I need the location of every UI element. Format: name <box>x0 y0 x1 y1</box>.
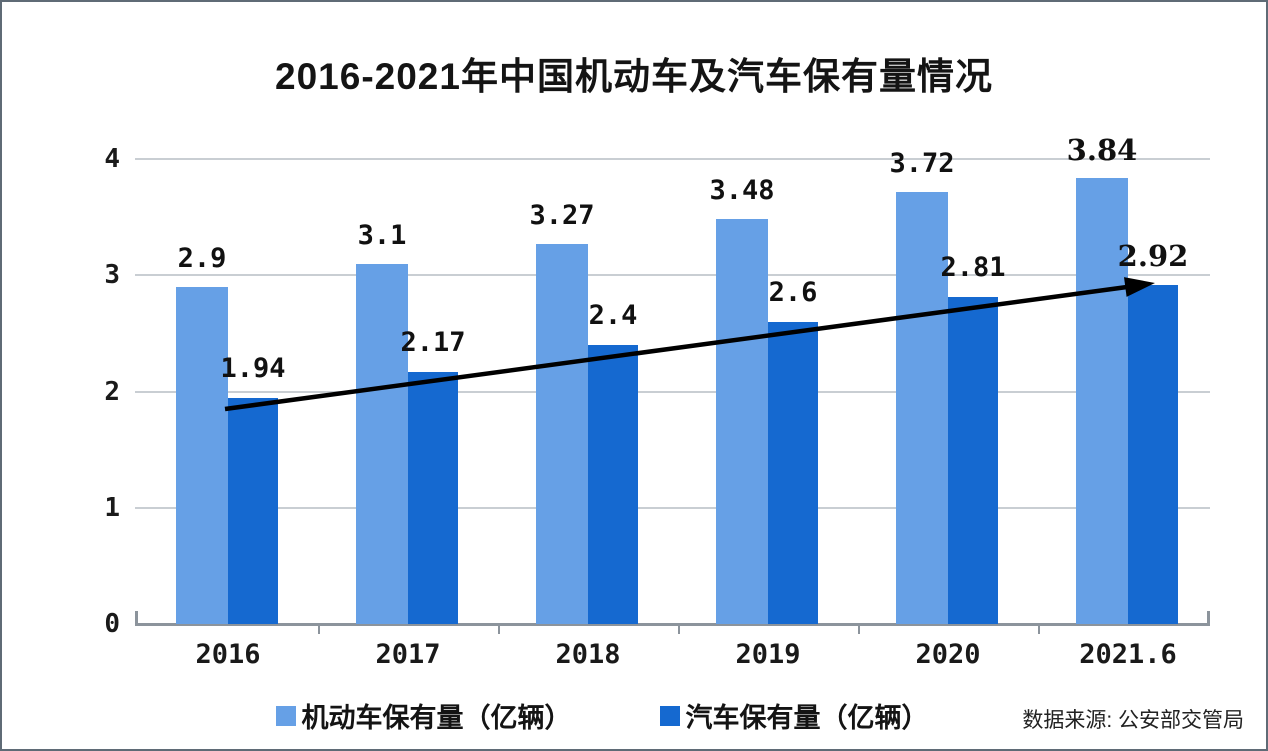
y-axis-label: 0 <box>104 609 120 639</box>
x-axis-end-stub <box>1207 611 1210 623</box>
y-axis-label: 4 <box>104 144 120 174</box>
legend-item-motor-vehicles: 机动车保有量（亿辆） <box>275 696 572 735</box>
value-label-motor-vehicles-2016: 2.9 <box>177 242 227 274</box>
bar-automobiles-2019 <box>768 321 818 624</box>
bar-automobiles-2018 <box>588 345 638 624</box>
value-label-motor-vehicles-2018: 3.27 <box>529 199 595 231</box>
value-label-automobiles-2021.6: 2.92 <box>1117 238 1189 273</box>
bar-motor-vehicles-2017 <box>356 263 408 624</box>
value-label-automobiles-2020: 2.81 <box>940 252 1006 284</box>
gridline <box>135 158 1210 160</box>
x-axis-tick <box>678 625 680 634</box>
y-axis-label: 1 <box>104 492 120 523</box>
y-axis-label: 3 <box>104 260 120 291</box>
chart-title: 2016-2021年中国机动车及汽车保有量情况 <box>275 56 993 97</box>
value-label-motor-vehicles-2021.6: 3.84 <box>1066 132 1138 167</box>
legend: 机动车保有量（亿辆） 汽车保有量（亿辆） <box>62 696 1142 735</box>
gridline <box>135 274 1210 277</box>
x-axis-label-2016: 2016 <box>195 639 261 670</box>
value-label-motor-vehicles-2017: 3.1 <box>357 219 407 251</box>
value-label-motor-vehicles-2019: 3.48 <box>709 175 775 207</box>
value-label-automobiles-2019: 2.6 <box>768 276 818 308</box>
x-axis-label-2020: 2020 <box>915 639 981 670</box>
value-label-automobiles-2016: 1.94 <box>220 353 286 385</box>
bar-motor-vehicles-2016 <box>176 286 228 624</box>
bar-automobiles-2021.6 <box>1128 284 1178 624</box>
x-axis-label-2021.6: 2021.6 <box>1079 639 1177 670</box>
x-axis-tick <box>318 625 320 634</box>
data-source-note: 数据来源: 公安部交管局 <box>1022 709 1244 732</box>
value-label-motor-vehicles-2020: 3.72 <box>889 147 955 179</box>
legend-swatch <box>659 705 680 726</box>
value-label-automobiles-2017: 2.17 <box>400 326 466 358</box>
bar-automobiles-2016 <box>228 398 278 624</box>
gridline <box>135 506 1210 509</box>
x-axis-label-2018: 2018 <box>555 639 621 670</box>
legend-swatch <box>275 705 296 726</box>
bar-automobiles-2017 <box>408 371 458 624</box>
bar-automobiles-2020 <box>948 297 998 624</box>
y-axis-label: 2 <box>104 376 120 407</box>
x-axis-tick <box>858 625 860 634</box>
legend-label-automobiles: 汽车保有量（亿辆） <box>685 703 929 733</box>
x-axis-end-stub <box>135 611 138 623</box>
x-axis-tick <box>498 625 500 634</box>
legend-item-automobiles: 汽车保有量（亿辆） <box>659 696 929 735</box>
value-label-automobiles-2018: 2.4 <box>588 300 638 331</box>
x-axis-line <box>135 623 1210 626</box>
x-axis-label-2017: 2017 <box>375 639 441 670</box>
x-axis-label-2019: 2019 <box>735 639 801 670</box>
legend-label-motor-vehicles: 机动车保有量（亿辆） <box>301 703 572 733</box>
x-axis-tick <box>1038 625 1040 634</box>
gridline <box>135 390 1210 393</box>
